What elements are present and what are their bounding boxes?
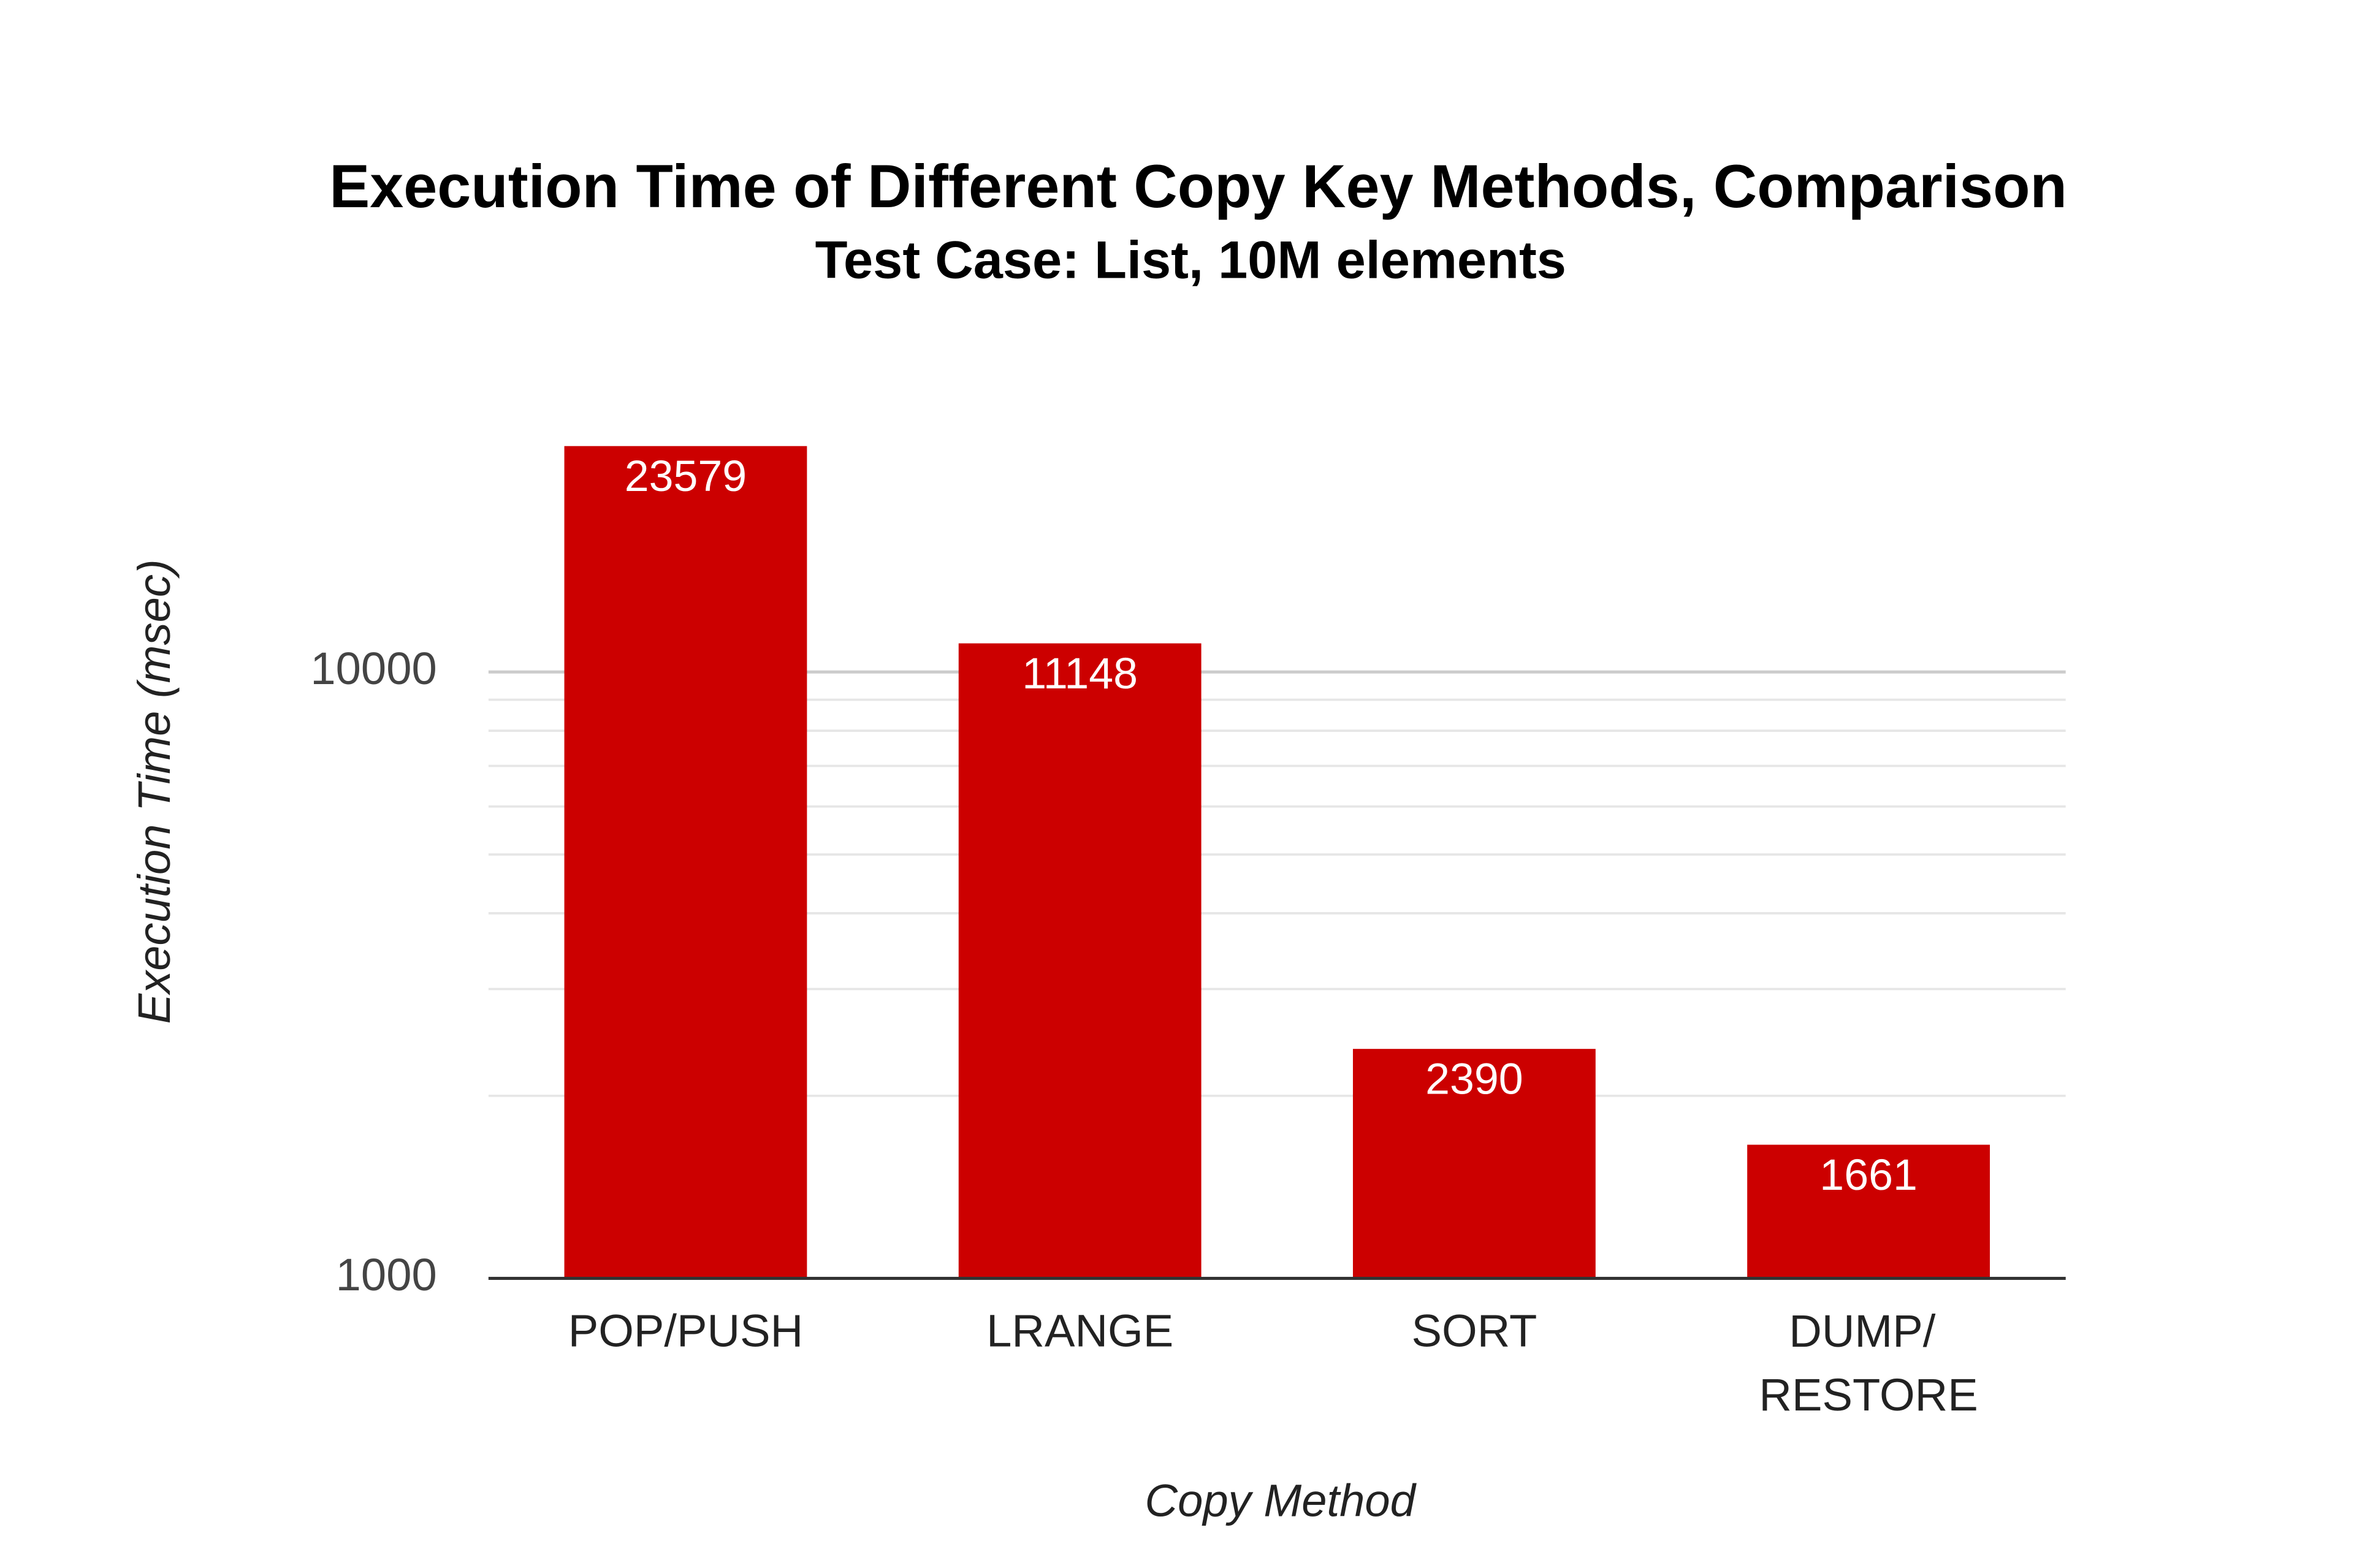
x-tick-label: LRANGE bbox=[986, 1306, 1173, 1357]
value-label: 11148 bbox=[1022, 649, 1138, 698]
x-tick-label: DUMP/ RESTORE bbox=[1759, 1306, 1978, 1420]
bar bbox=[1747, 1144, 1990, 1279]
x-axis-title: Copy Method bbox=[1145, 1475, 1417, 1526]
y-axis-title: Execution Time (msec) bbox=[129, 559, 180, 1024]
value-label: 2390 bbox=[1425, 1055, 1523, 1104]
chart-subtitle: Test Case: List, 10M elements bbox=[815, 230, 1566, 289]
value-label: 1661 bbox=[1819, 1151, 1918, 1200]
x-tick-label: POP/PUSH bbox=[568, 1306, 803, 1357]
bar bbox=[1352, 1049, 1596, 1279]
bar bbox=[958, 643, 1202, 1279]
bar bbox=[564, 446, 807, 1279]
x-tick-label: SORT bbox=[1411, 1306, 1537, 1357]
chart-title: Execution Time of Different Copy Key Met… bbox=[329, 152, 2067, 220]
y-tick-label: 10000 bbox=[310, 643, 436, 694]
y-tick-label: 1000 bbox=[336, 1249, 437, 1300]
value-label: 23579 bbox=[625, 452, 747, 501]
